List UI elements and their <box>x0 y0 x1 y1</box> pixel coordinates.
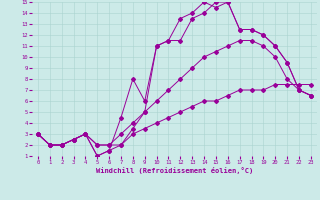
X-axis label: Windchill (Refroidissement éolien,°C): Windchill (Refroidissement éolien,°C) <box>96 167 253 174</box>
